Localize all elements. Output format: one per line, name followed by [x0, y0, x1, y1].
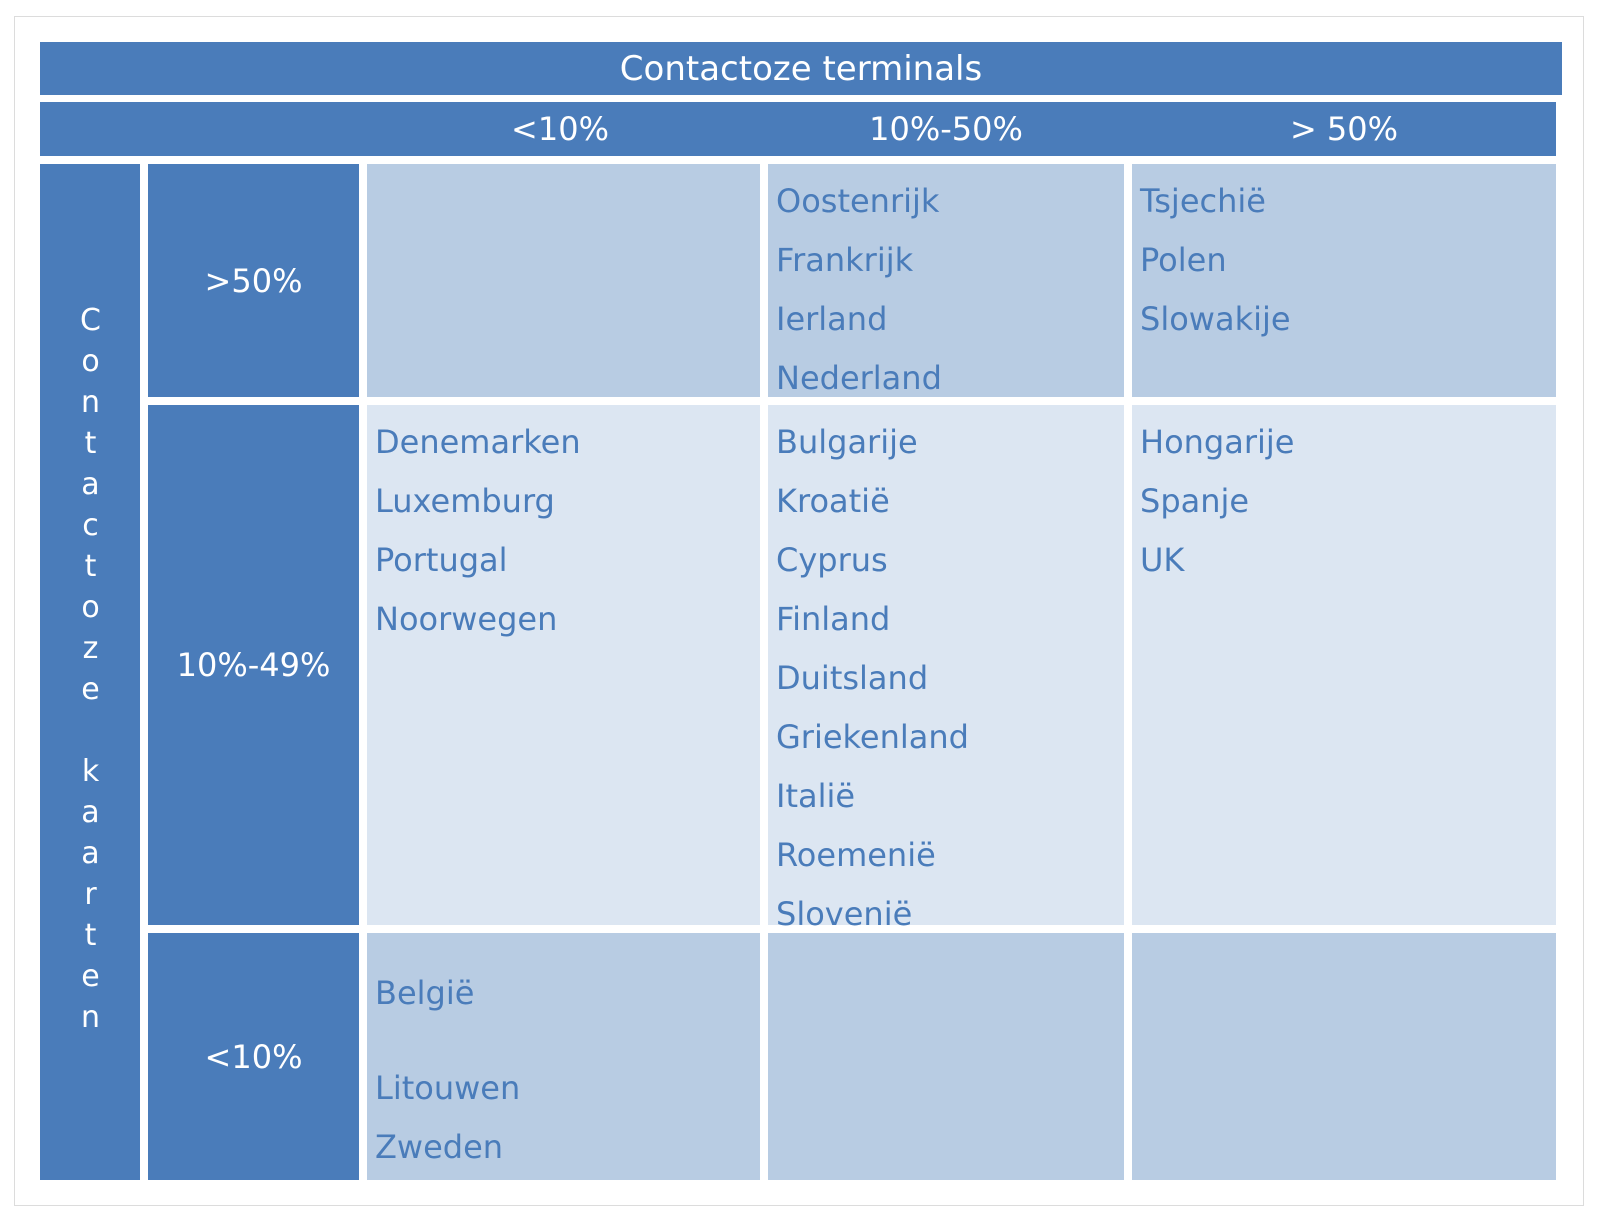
row-header-low: <10% — [148, 933, 359, 1180]
country-label: Nederland — [776, 359, 942, 397]
column-header-low: <10% — [511, 110, 609, 148]
country-label: Litouwen — [375, 1069, 521, 1107]
country-label: Ierland — [776, 300, 888, 338]
cell-row2-col2: Bulgarije Kroatië Cyprus Finland Duitsla… — [768, 405, 1124, 933]
cell-row3-col2 — [768, 933, 1124, 1180]
country-label: Slovenië — [776, 895, 913, 933]
country-label: Portugal — [375, 541, 508, 579]
country-label: Kroatië — [776, 482, 890, 520]
row-header-high: >50% — [148, 164, 359, 397]
side-label-cell: Contactoze kaarten — [40, 164, 140, 1180]
country-label: Italië — [776, 777, 856, 815]
spacer-line — [375, 1023, 760, 1059]
country-label: Noorwegen — [375, 600, 558, 638]
cell-row2-col1: Denemarken Luxemburg Portugal Noorwegen — [367, 405, 760, 925]
table-title: Contactoze terminals — [40, 42, 1562, 95]
country-label: Denemarken — [375, 423, 581, 461]
column-header-high: > 50% — [1289, 110, 1399, 148]
cell-row1-col3: Tsjechië Polen Slowakije — [1132, 164, 1556, 397]
cell-row2-col3: Hongarije Spanje UK — [1132, 405, 1556, 925]
cell-row1-col1 — [367, 164, 760, 397]
country-label: Spanje — [1140, 482, 1250, 520]
country-label: Tsjechië — [1140, 182, 1266, 220]
country-label: Roemenië — [776, 836, 936, 874]
country-label: Oostenrijk — [776, 182, 940, 220]
country-label: Luxemburg — [375, 482, 555, 520]
country-label: Finland — [776, 600, 891, 638]
country-label: Polen — [1140, 241, 1227, 279]
country-label: UK — [1140, 541, 1185, 579]
country-label: Slowakije — [1140, 300, 1291, 338]
country-label: Griekenland — [776, 718, 969, 756]
country-label: Cyprus — [776, 541, 888, 579]
cell-row3-col1: België Litouwen Zweden — [367, 933, 760, 1180]
country-label: Frankrijk — [776, 241, 914, 279]
country-label: Duitsland — [776, 659, 929, 697]
row-header-mid: 10%-49% — [148, 405, 359, 925]
cell-row1-col2: Oostenrijk Frankrijk Ierland Nederland — [768, 164, 1124, 397]
country-label: België — [375, 974, 475, 1012]
country-label: Zweden — [375, 1128, 504, 1166]
column-header-mid: 10%-50% — [869, 110, 1023, 148]
country-label: Hongarije — [1140, 423, 1295, 461]
side-label: Contactoze kaarten — [73, 303, 108, 1041]
column-header-bar — [40, 102, 1556, 156]
cell-row3-col3 — [1132, 933, 1556, 1180]
country-label: Bulgarije — [776, 423, 918, 461]
